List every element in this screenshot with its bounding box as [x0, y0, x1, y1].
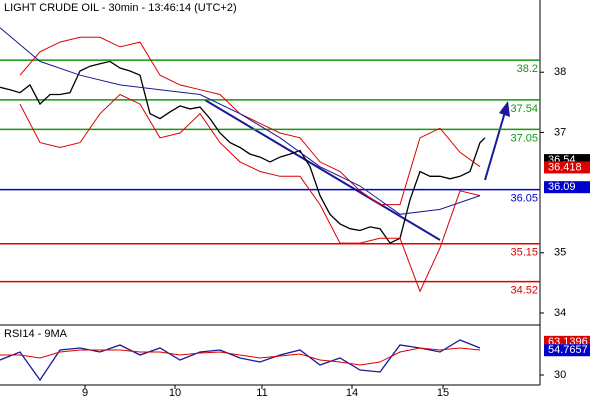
series-line	[0, 60, 486, 244]
y-tick-label: 35	[554, 247, 566, 259]
level-label: 38.2	[517, 63, 538, 75]
price-tag-label: 36.418	[548, 161, 582, 173]
arrow-head	[499, 101, 510, 117]
y-tick-label: 30	[554, 369, 566, 381]
x-tick-label: 9	[82, 387, 88, 399]
rsi-title: RSI14 - 9MA	[4, 328, 68, 340]
price-tag	[544, 161, 590, 174]
series-line	[0, 347, 481, 366]
series-line	[0, 339, 481, 382]
series-line	[19, 36, 481, 206]
price-tag	[544, 344, 590, 357]
price-tag-label: 54.7657	[548, 344, 588, 356]
series-line	[19, 93, 481, 293]
price-tag	[544, 181, 590, 194]
trend-line	[204, 99, 441, 241]
arrow-shaft	[484, 111, 506, 181]
level-label: 37.05	[510, 132, 538, 144]
series-line	[0, 27, 481, 215]
level-label: 37.54	[510, 103, 538, 115]
price-tag-label: 36.09	[548, 181, 576, 193]
x-tick-label: 15	[437, 387, 449, 399]
level-label: 35.15	[510, 247, 538, 259]
chart-title: LIGHT CRUDE OIL - 30min - 13:46:14 (UTC+…	[4, 2, 237, 14]
x-tick-label: 11	[256, 387, 267, 399]
level-label: 36.05	[510, 192, 538, 204]
x-tick-label: 10	[169, 387, 181, 399]
y-tick-label: 34	[554, 307, 566, 319]
y-tick-label: 38	[554, 66, 566, 78]
x-tick-label: 14	[346, 387, 358, 399]
y-tick-label: 37	[554, 126, 566, 138]
level-label: 34.52	[510, 285, 538, 297]
